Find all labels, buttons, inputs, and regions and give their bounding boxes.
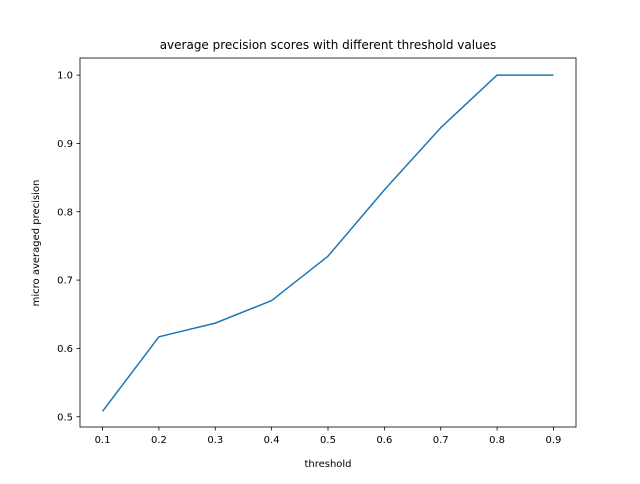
data-point — [496, 74, 498, 76]
x-tick-label: 0.2 — [151, 435, 167, 446]
x-tick-label: 0.8 — [489, 435, 505, 446]
x-tick-label: 0.4 — [264, 435, 280, 446]
x-tick-label: 0.1 — [95, 435, 111, 446]
data-point — [327, 255, 329, 257]
data-point — [553, 74, 555, 76]
y-tick-label: 1.0 — [57, 71, 73, 82]
chart-title: average precision scores with different … — [160, 38, 497, 52]
y-axis-label: micro averaged precision — [31, 180, 42, 307]
x-tick-label: 0.3 — [207, 435, 223, 446]
data-point — [158, 336, 160, 338]
series-line — [101, 74, 554, 412]
data-point — [215, 322, 217, 324]
x-tick-label: 0.9 — [546, 435, 562, 446]
plot-frame — [79, 57, 577, 428]
data-point — [102, 411, 104, 413]
y-tick-label: 0.7 — [57, 276, 73, 287]
data-point — [384, 189, 386, 191]
x-axis-ticks: 0.1 0.2 0.3 0.4 0.5 0.6 0.7 0.8 0.9 — [95, 427, 562, 446]
y-axis-ticks: 0.5 0.6 0.7 0.8 0.9 1.0 — [57, 71, 80, 423]
y-tick-label: 0.9 — [57, 139, 73, 150]
x-tick-label: 0.5 — [320, 435, 336, 446]
y-tick-label: 0.6 — [57, 344, 73, 355]
data-point — [440, 127, 442, 129]
data-point — [271, 300, 273, 302]
x-tick-label: 0.7 — [433, 435, 449, 446]
x-axis-label: threshold — [304, 459, 351, 470]
y-tick-label: 0.5 — [57, 412, 73, 423]
y-tick-label: 0.8 — [57, 207, 73, 218]
x-tick-label: 0.6 — [376, 435, 392, 446]
